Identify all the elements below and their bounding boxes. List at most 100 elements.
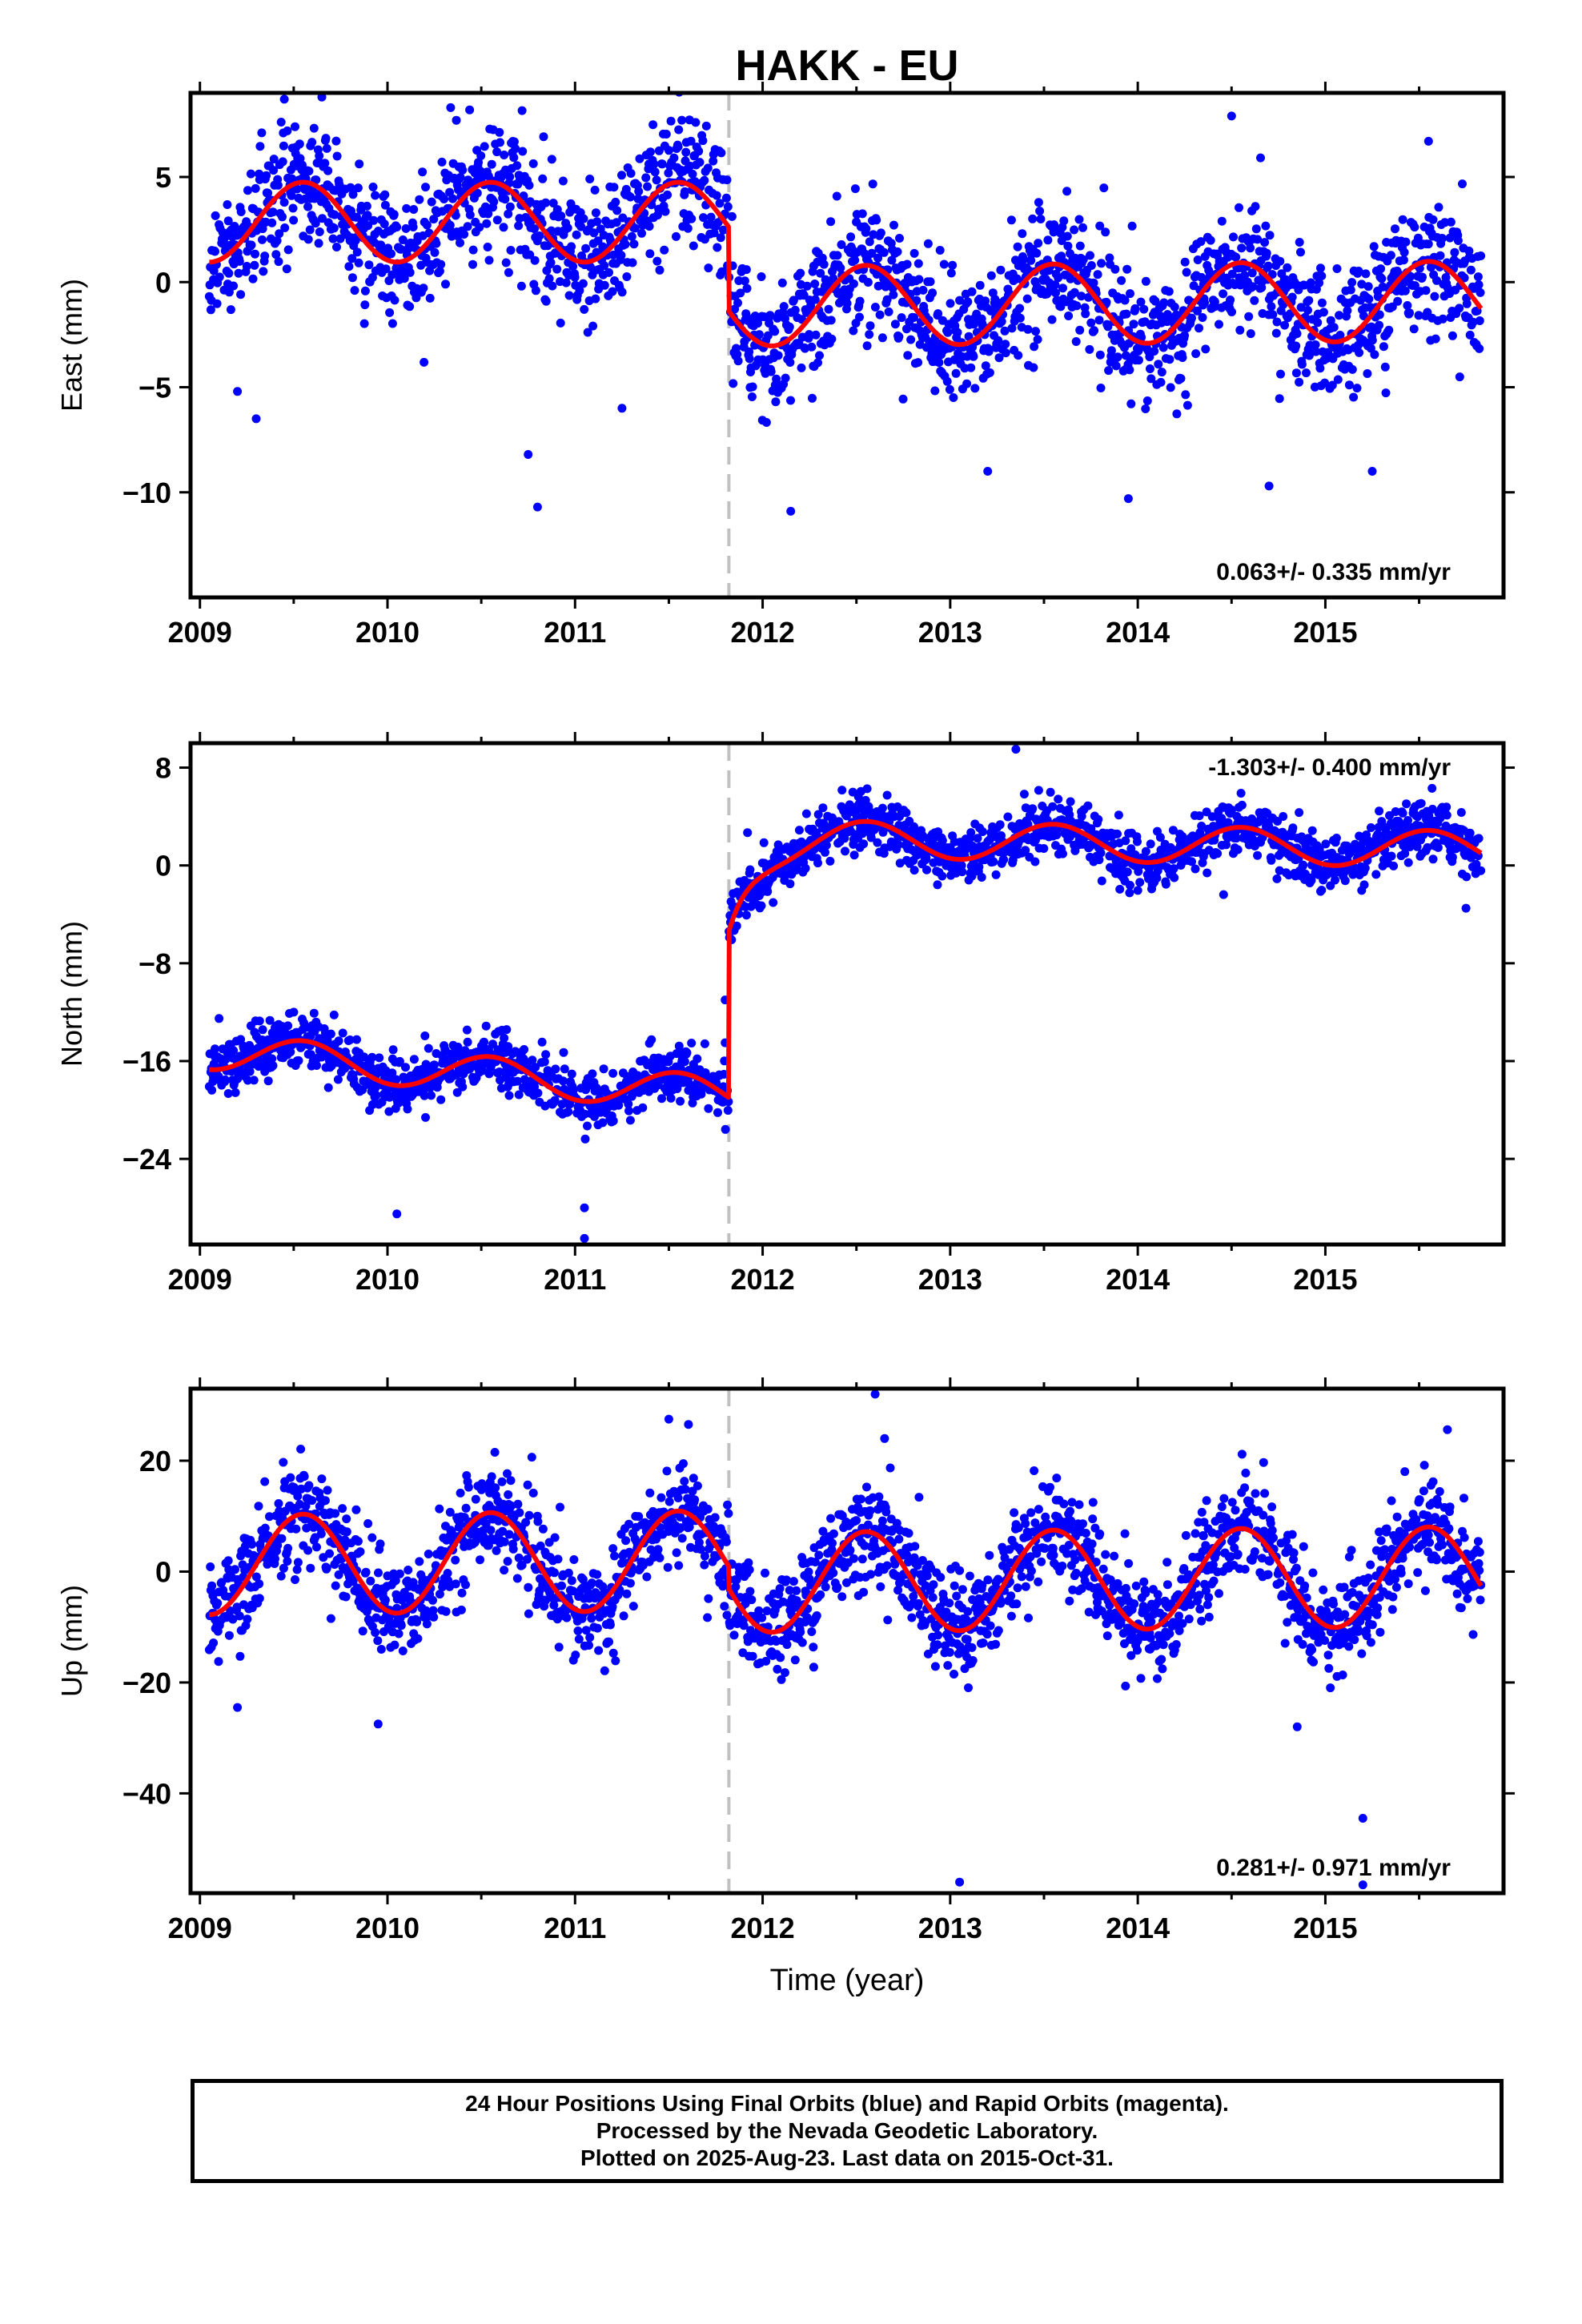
- data-point: [1028, 214, 1038, 223]
- data-point: [915, 340, 925, 349]
- data-point: [951, 368, 961, 378]
- data-point: [1302, 368, 1311, 378]
- outlier-point: [233, 387, 243, 396]
- data-point: [588, 1069, 597, 1079]
- data-point: [322, 143, 331, 153]
- data-point: [520, 1045, 529, 1054]
- data-point: [855, 312, 864, 322]
- data-point: [452, 115, 461, 125]
- data-point: [385, 308, 395, 317]
- outlier-point: [524, 450, 533, 459]
- data-point: [375, 1053, 384, 1063]
- data-point: [1321, 839, 1331, 849]
- data-point: [1267, 270, 1277, 279]
- data-point: [612, 218, 621, 227]
- data-point: [570, 272, 580, 282]
- data-point: [262, 171, 271, 180]
- data-point: [876, 228, 885, 238]
- data-point: [456, 173, 465, 182]
- data-point: [1450, 247, 1460, 257]
- data-point: [797, 837, 806, 846]
- data-point: [964, 332, 974, 341]
- data-point: [1105, 253, 1114, 263]
- data-point: [942, 376, 952, 386]
- data-point: [354, 258, 363, 267]
- data-point: [248, 274, 258, 283]
- data-point: [901, 808, 911, 818]
- data-point: [790, 305, 800, 315]
- data-point: [478, 1066, 488, 1076]
- data-point: [309, 123, 319, 133]
- data-point: [409, 205, 419, 214]
- data-point: [1315, 278, 1324, 287]
- data-point: [387, 270, 397, 279]
- data-point: [1018, 229, 1027, 239]
- data-point: [1078, 223, 1087, 232]
- data-point: [463, 1037, 472, 1047]
- data-point: [1096, 848, 1106, 858]
- data-point: [1015, 304, 1025, 313]
- data-point: [504, 267, 513, 277]
- data-point: [283, 1557, 292, 1566]
- data-point: [220, 1075, 230, 1084]
- data-point: [331, 186, 340, 195]
- data-point: [802, 281, 812, 291]
- data-point: [1029, 363, 1038, 372]
- data-point: [311, 219, 320, 228]
- data-point: [1093, 270, 1102, 279]
- data-point: [1475, 316, 1484, 325]
- data-point: [335, 234, 345, 243]
- data-point: [616, 251, 626, 260]
- axes-frame: [188, 90, 1506, 600]
- data-point: [672, 231, 681, 241]
- data-point: [404, 1566, 413, 1574]
- data-point: [506, 1476, 516, 1486]
- data-point: [661, 130, 671, 139]
- data-point: [821, 847, 829, 857]
- data-point: [895, 234, 904, 243]
- data-point: [1047, 315, 1057, 324]
- data-point: [371, 1628, 380, 1637]
- data-point: [539, 132, 548, 142]
- data-point: [945, 384, 954, 394]
- data-point: [732, 921, 741, 931]
- data-point: [512, 1574, 522, 1583]
- data-point: [909, 248, 919, 258]
- data-point: [504, 209, 513, 219]
- data-point: [379, 219, 389, 229]
- data-point: [757, 272, 766, 281]
- data-point: [1172, 409, 1182, 419]
- data-point: [362, 201, 371, 211]
- data-point: [962, 379, 972, 388]
- data-point: [1126, 399, 1136, 408]
- data-point: [1154, 360, 1163, 369]
- data-point: [476, 151, 486, 160]
- data-point: [909, 866, 919, 875]
- data-point: [1158, 343, 1168, 352]
- data-point: [970, 384, 980, 393]
- data-point: [323, 1083, 333, 1092]
- data-point: [634, 187, 644, 196]
- data-point: [643, 182, 652, 191]
- data-point: [557, 1100, 567, 1109]
- data-point: [902, 324, 911, 334]
- data-point: [850, 255, 860, 265]
- data-point: [456, 1605, 466, 1614]
- data-point: [1191, 349, 1201, 359]
- data-point: [1363, 282, 1373, 292]
- data-point: [1416, 798, 1426, 808]
- data-point: [1083, 801, 1093, 810]
- data-point: [609, 183, 619, 192]
- data-point: [294, 1055, 303, 1065]
- data-point: [543, 241, 552, 251]
- data-point: [868, 179, 877, 189]
- data-point: [914, 275, 924, 284]
- data-point: [766, 367, 776, 376]
- data-point: [741, 265, 751, 275]
- data-point: [363, 1519, 373, 1528]
- data-point: [840, 834, 849, 843]
- data-point: [422, 1619, 432, 1629]
- data-point: [351, 1505, 361, 1514]
- data-point: [889, 220, 898, 230]
- data-point: [695, 158, 705, 167]
